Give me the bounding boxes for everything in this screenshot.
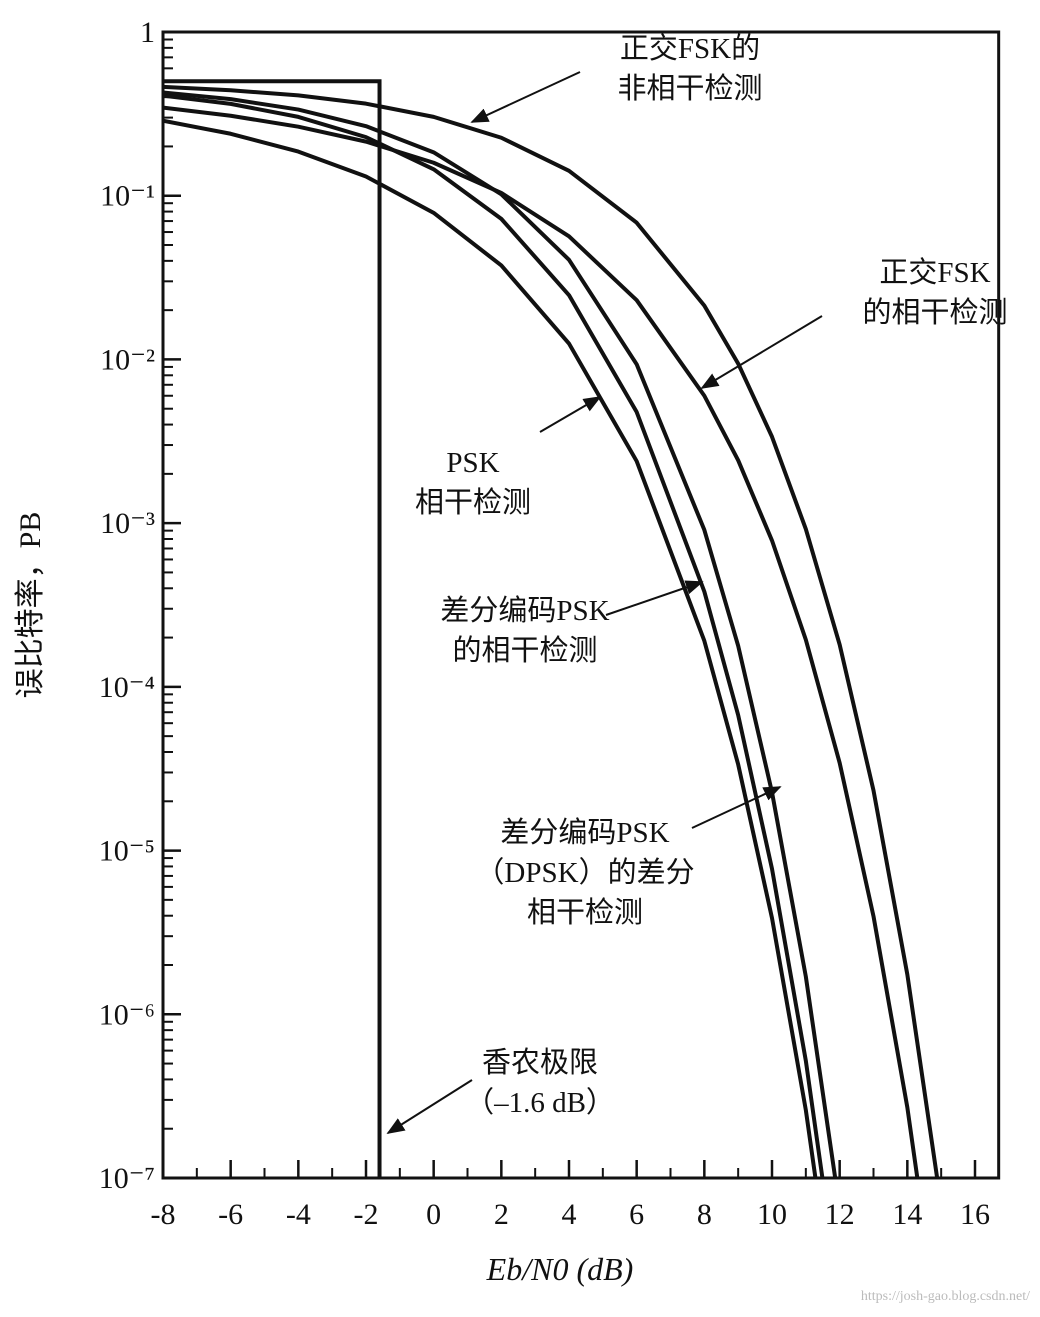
curve <box>163 93 825 1178</box>
annotation-text: 的相干检测 <box>862 296 1007 329</box>
annotation-text: （DPSK）的差分 <box>475 856 694 889</box>
plot-area <box>163 79 940 1178</box>
annotation-arrow <box>386 1079 473 1134</box>
y-tick-label: 10⁻² <box>100 343 155 376</box>
y-tick-label: 10⁻³ <box>100 507 155 540</box>
x-tick-label: -2 <box>354 1198 379 1231</box>
annotation-text: 相干检测 <box>527 896 643 929</box>
shannon-limit <box>163 79 382 1178</box>
x-tick-label: 14 <box>892 1198 922 1231</box>
annotation-text: 正交FSK的 <box>620 32 760 65</box>
annotation-text: 差分编码PSK <box>440 594 609 627</box>
y-tick-label: 10⁻⁷ <box>99 1162 155 1195</box>
y-tick-label: 1 <box>140 16 155 49</box>
annotation-text: PSK <box>446 447 499 479</box>
plot-frame <box>161 30 1001 1180</box>
annotation-arrow <box>605 580 704 616</box>
annotation-text: 正交FSK <box>879 256 990 289</box>
y-tick-label: 10⁻⁶ <box>99 998 155 1031</box>
annotation-arrow <box>691 786 782 829</box>
curve <box>163 118 818 1178</box>
annotation-arrow <box>700 315 823 389</box>
curve <box>163 105 920 1178</box>
x-tick-label: -8 <box>151 1198 176 1231</box>
x-tick-label: 6 <box>629 1198 644 1231</box>
y-tick-label: 10⁻⁵ <box>99 835 155 868</box>
x-tick-label: 8 <box>697 1198 712 1231</box>
annotation-text: 非相干检测 <box>617 72 762 105</box>
annotation-text: 差分编码PSK <box>500 816 669 849</box>
annotation-arrow <box>539 396 602 433</box>
x-tick-label: 12 <box>825 1198 855 1231</box>
watermark: https://josh-gao.blog.csdn.net/ <box>861 1289 1030 1304</box>
x-tick-label: 4 <box>562 1198 577 1231</box>
curve <box>163 84 940 1178</box>
x-tick-label: 16 <box>960 1198 990 1231</box>
annotation-text: 香农极限 <box>482 1046 598 1079</box>
x-axis-label: Eb/N0 (dB) <box>486 1251 634 1287</box>
x-tick-label: 0 <box>426 1198 441 1231</box>
annotation-arrow <box>470 71 581 123</box>
y-axis-label: 误比特率，PB <box>14 512 47 699</box>
x-tick-label: 2 <box>494 1198 509 1231</box>
x-tick-label: -6 <box>218 1198 243 1231</box>
y-tick-label: 10⁻¹ <box>100 180 155 213</box>
annotation-text: 相干检测 <box>415 486 531 519</box>
x-tick-label: 10 <box>757 1198 787 1231</box>
annotation-text: （–1.6 dB） <box>465 1087 615 1119</box>
x-tick-label: -4 <box>286 1198 311 1231</box>
annotation-text: 的相干检测 <box>452 634 597 667</box>
y-tick-label: 10⁻⁴ <box>99 671 155 704</box>
